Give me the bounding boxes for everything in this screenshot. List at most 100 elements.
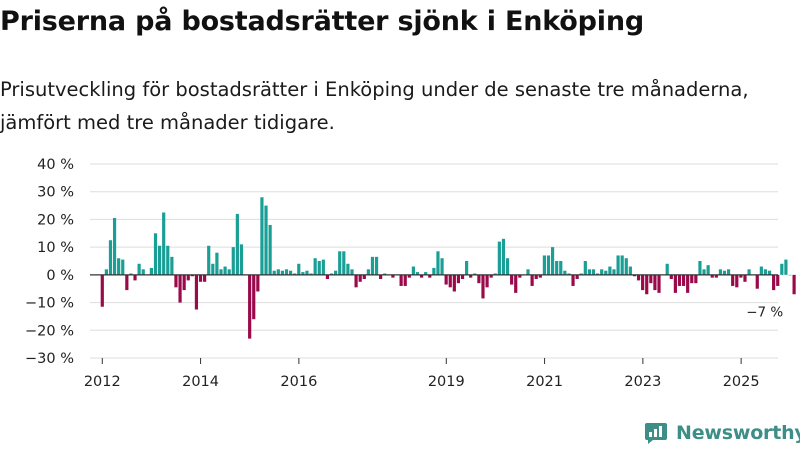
bar [669,274,673,280]
y-tick-label: 40 % [37,157,74,173]
bar [555,261,559,275]
bar [460,274,465,280]
gridlines [90,163,778,359]
bar [174,274,178,288]
last-value-annotation: −7 % [746,304,783,320]
bar [366,269,370,275]
bar [272,270,276,275]
bar [100,274,104,307]
bar [600,269,604,275]
bar [379,274,383,280]
bar [612,269,616,275]
bar [104,269,108,275]
bar [559,261,563,275]
bar [350,269,354,275]
bars [100,197,796,339]
bar [260,197,264,275]
bar [759,266,763,275]
bar [718,269,723,275]
bar [444,274,448,285]
x-axis-ticks [101,358,742,364]
x-tick-label: 2012 [84,374,121,390]
bar [227,269,231,275]
bar [542,255,546,275]
bar [374,256,379,275]
bar [153,233,158,275]
bar [497,241,501,275]
bar [591,269,596,275]
bar [329,273,334,275]
bar [628,266,632,275]
bar [755,274,759,289]
bar [149,267,153,275]
bar [681,274,686,286]
bar [780,263,784,275]
bar [207,245,211,275]
bar [313,258,317,275]
bar [354,274,358,288]
bar [252,274,256,320]
bar [616,255,620,275]
bar [321,259,325,275]
bar [411,266,415,275]
bar [432,267,436,275]
bar [158,245,162,275]
bar [784,259,788,275]
bar [362,274,366,280]
bar [739,274,743,278]
bar [657,274,661,293]
bar [399,274,403,286]
bar [788,274,792,276]
bar [112,218,117,275]
bar [772,274,776,291]
bar [178,274,182,303]
x-axis-labels: 2012 2014 2016 2019 2021 2023 2025 [84,374,760,390]
bar [284,269,289,275]
bar [452,274,456,292]
bar [698,261,702,275]
bar [215,252,219,275]
bar [297,263,301,275]
bar [203,274,207,282]
chart-subtitle: Prisutveckling för bostadsrätter i Enköp… [0,78,749,134]
bar [727,269,731,275]
bar [235,213,239,275]
bar [194,274,199,310]
bar [722,270,727,275]
bar [370,256,375,275]
bar [198,274,203,282]
bar [747,269,751,275]
bar [526,269,530,275]
bar [518,274,522,278]
bar [596,273,600,275]
bar [686,274,690,293]
bar [767,270,772,275]
bar [677,274,682,286]
bar [301,272,305,275]
bar [108,240,113,275]
y-tick-label: −30 % [25,351,74,367]
bar [334,270,338,275]
bar [391,274,395,278]
bar [436,251,440,275]
chart-title: Priserna på bostadsrätter sjönk i Enköpi… [0,6,644,37]
bar [419,274,424,278]
bar [317,261,321,275]
bar [117,258,121,275]
bar [534,274,538,280]
bar [792,274,796,295]
newsworthy-logo-icon [645,423,667,444]
bar [219,269,223,275]
bar [403,274,407,286]
bar [293,273,297,275]
x-tick-label: 2016 [280,374,317,390]
bar [743,274,747,282]
bar [424,272,428,275]
bar [710,274,714,278]
x-tick-label: 2023 [624,374,661,390]
bar [248,274,252,339]
bar [256,274,260,292]
bar [137,263,141,275]
bar [579,273,583,275]
bar [690,274,694,284]
